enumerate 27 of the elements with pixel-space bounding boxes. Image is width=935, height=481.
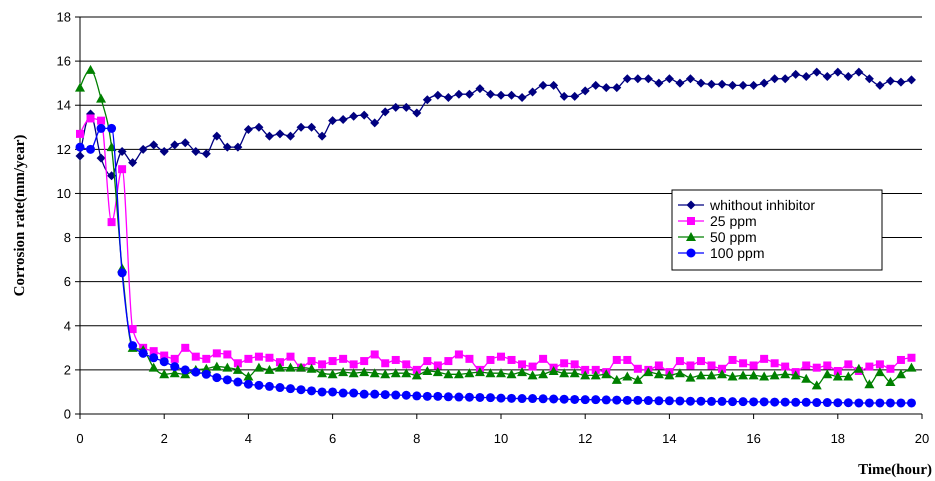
x-tick-label: 10 [494,431,508,446]
y-tick-label: 18 [56,10,71,24]
x-tick-label: 18 [830,431,846,446]
y-tick-label: 0 [64,406,71,422]
y-tick-label: 6 [64,274,71,290]
y-tick-label: 2 [64,362,71,378]
legend-label: whithout inhibitor [709,197,816,213]
y-tick-label: 10 [56,186,71,201]
x-tick-label: 4 [244,431,252,446]
x-tick-label: 12 [578,431,592,446]
legend-label: 25 ppm [710,213,757,229]
y-axis-title: Corrosion rate(mm/year) [12,134,28,296]
x-tick-label: 20 [914,431,930,446]
x-tick-label: 8 [413,431,420,446]
x-tick-label: 14 [662,431,677,446]
y-tick-label: 4 [64,318,71,334]
x-tick-label: 6 [328,431,336,446]
x-tick-label: 16 [746,431,761,446]
y-tick-label: 12 [56,142,71,157]
y-tick-label: 16 [56,54,71,69]
legend-label: 50 ppm [710,229,757,245]
x-tick-label: 0 [76,431,84,446]
x-axis-title: Time(hour) [858,462,932,478]
y-tick-label: 14 [56,98,71,113]
legend-label: 100 ppm [710,245,764,261]
y-tick-label: 8 [64,230,71,246]
x-tick-label: 2 [160,431,168,446]
